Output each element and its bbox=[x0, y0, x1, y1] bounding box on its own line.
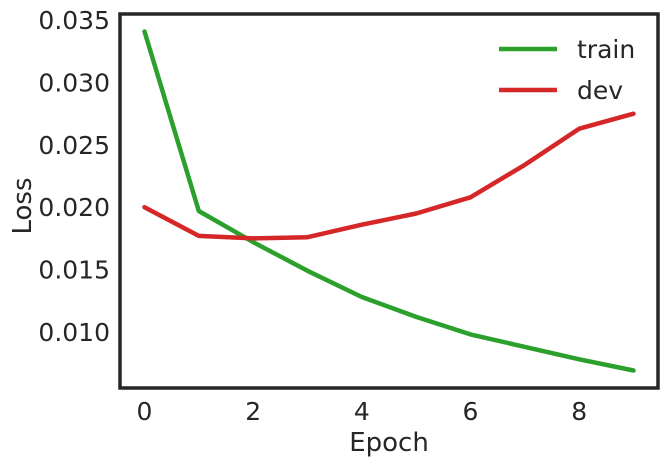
x-tick-label: 8 bbox=[571, 397, 587, 426]
x-tick-label: 0 bbox=[137, 397, 153, 426]
y-tick-label: 0.015 bbox=[38, 256, 110, 285]
legend-label-train: train bbox=[577, 35, 635, 64]
legend: train dev bbox=[499, 35, 635, 105]
x-axis-label: Epoch bbox=[349, 428, 429, 458]
series-lines bbox=[142, 29, 636, 373]
plot-frame bbox=[118, 12, 660, 390]
series-line-dev bbox=[142, 111, 636, 241]
x-tick-label: 4 bbox=[354, 397, 370, 426]
x-tick-label: 2 bbox=[245, 397, 261, 426]
y-tick-label: 0.020 bbox=[38, 193, 110, 222]
y-tick-label: 0.035 bbox=[38, 6, 110, 35]
series-line-train bbox=[142, 29, 636, 373]
x-tick-label: 6 bbox=[463, 397, 479, 426]
y-tick-label: 0.025 bbox=[38, 131, 110, 160]
y-tick-label: 0.010 bbox=[38, 318, 110, 347]
y-tick-label: 0.030 bbox=[38, 69, 110, 98]
y-axis-label: Loss bbox=[8, 177, 38, 234]
legend-label-dev: dev bbox=[577, 76, 623, 105]
ticks-layer: 0 2 4 6 8 0.010 0.015 0.020 0.025 0.030 0.035 bbox=[38, 6, 587, 426]
